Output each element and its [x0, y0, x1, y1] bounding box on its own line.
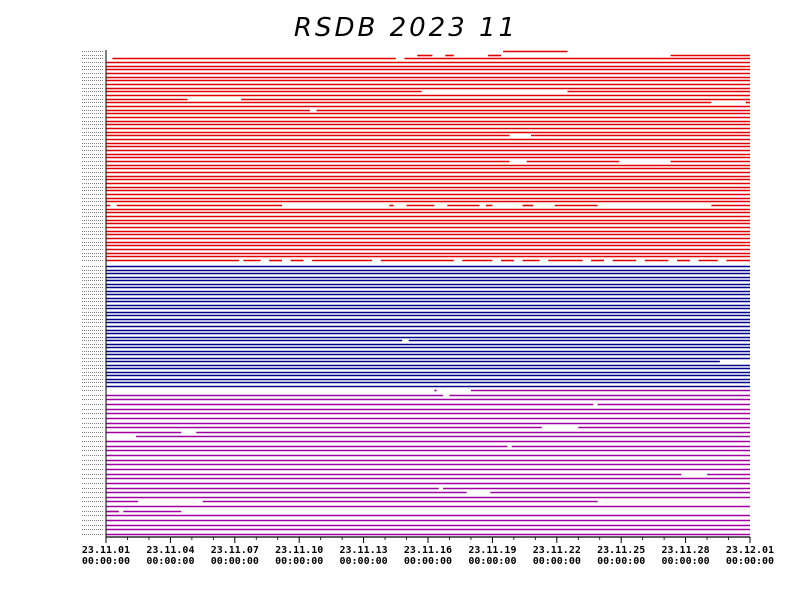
x-tick-label-date: 23.11.16 [404, 545, 452, 556]
x-tick-label-date: 23.11.04 [146, 545, 194, 556]
x-tick-label-time: 00:00:00 [726, 556, 774, 567]
x-tick-label-date: 23.11.07 [211, 545, 259, 556]
x-tick-label-date: 23.11.28 [662, 545, 710, 556]
x-tick-label-time: 00:00:00 [275, 556, 323, 567]
x-tick-label-date: 23.11.01 [82, 545, 130, 556]
data-rows [82, 50, 750, 536]
x-tick-label-time: 00:00:00 [404, 556, 452, 567]
x-axis: 23.11.0100:00:0023.11.0400:00:0023.11.07… [82, 537, 774, 567]
x-tick-label-date: 23.11.25 [597, 545, 645, 556]
x-tick-label-time: 00:00:00 [340, 556, 388, 567]
x-tick-label-time: 00:00:00 [533, 556, 581, 567]
station-group-3 [82, 389, 750, 536]
station-group-1 [82, 50, 750, 262]
x-tick-label-time: 00:00:00 [82, 556, 130, 567]
station-group-2 [82, 265, 750, 388]
x-tick-label-time: 00:00:00 [662, 556, 710, 567]
x-tick-label-time: 00:00:00 [468, 556, 516, 567]
x-tick-label-time: 00:00:00 [597, 556, 645, 567]
x-tick-label-date: 23.11.10 [275, 545, 323, 556]
x-tick-label-date: 23.11.19 [468, 545, 516, 556]
x-tick-label-time: 00:00:00 [211, 556, 259, 567]
x-tick-label-date: 23.12.01 [726, 545, 774, 556]
chart-title: RSDB 2023 11 [294, 13, 518, 43]
x-tick-label-date: 23.11.22 [533, 545, 581, 556]
x-tick-label-time: 00:00:00 [146, 556, 194, 567]
x-tick-label-date: 23.11.13 [340, 545, 388, 556]
